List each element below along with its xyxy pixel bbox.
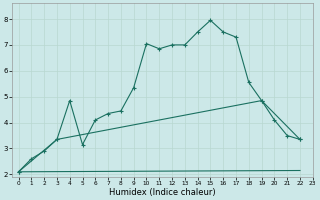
X-axis label: Humidex (Indice chaleur): Humidex (Indice chaleur) bbox=[109, 188, 216, 197]
